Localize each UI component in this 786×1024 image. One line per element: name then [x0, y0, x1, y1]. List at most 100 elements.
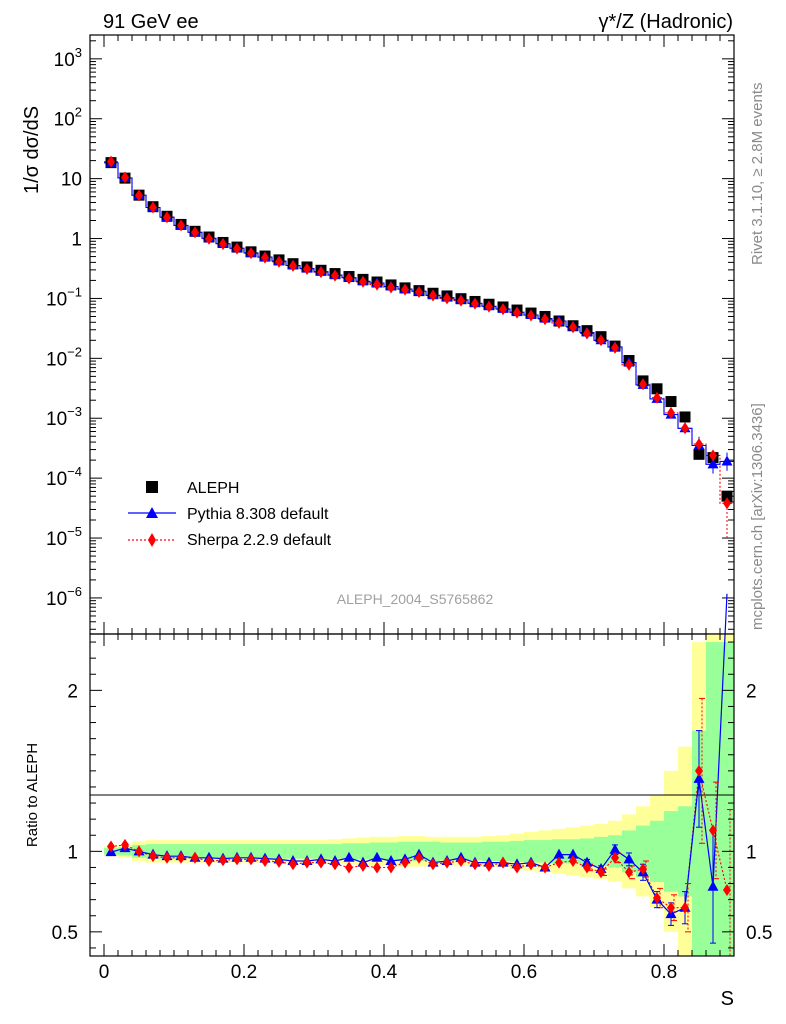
sherpa-main-point [527, 309, 535, 322]
rivet-version-label: Rivet 3.1.10, ≥ 2.8M events [749, 83, 766, 266]
sherpa-main-point [555, 316, 563, 329]
sherpa-ratio-point [163, 851, 171, 864]
sherpa-ratio-point [247, 853, 255, 866]
inner-uncertainty-band [272, 844, 286, 859]
inner-uncertainty-band [342, 843, 356, 860]
sherpa-main-point [415, 286, 423, 299]
inner-uncertainty-band [384, 842, 398, 861]
sherpa-main-point [681, 422, 689, 435]
legend-marker-pythia [146, 507, 158, 518]
sherpa-ratio-point [191, 851, 199, 864]
sherpa-main-point [499, 303, 507, 316]
sherpa-main-point [457, 294, 465, 307]
sherpa-ratio-point [303, 856, 311, 869]
sherpa-main-point [373, 278, 381, 291]
ratio-y-tick-label-left: 2 [67, 681, 78, 702]
sherpa-main-point [163, 211, 171, 224]
pythia-ratio-point [693, 772, 705, 783]
sherpa-ratio-point [681, 901, 689, 914]
sherpa-main-point [597, 334, 605, 347]
pythia-ratio-point [553, 848, 565, 859]
aleph-data-point [651, 383, 663, 395]
main-y-tick-label: 10−6 [46, 584, 82, 610]
sherpa-main-point [359, 275, 367, 288]
sherpa-main-point [135, 189, 143, 202]
mcplots-label: mcplots.cern.ch [arXiv:1306.3436] [749, 403, 766, 630]
sherpa-main-point [149, 201, 157, 214]
legend-marker-sherpa [148, 533, 156, 547]
sherpa-ratio-point [261, 855, 269, 868]
sherpa-main-point [639, 378, 647, 391]
ratio-x-tick-label: 0.8 [651, 962, 677, 983]
inner-uncertainty-band [636, 825, 650, 878]
inner-uncertainty-band [244, 844, 258, 859]
sherpa-ratio-point [401, 856, 409, 869]
sherpa-ratio-point [555, 856, 563, 869]
sherpa-ratio-point [107, 840, 115, 853]
sherpa-ratio-point [569, 855, 577, 868]
inner-uncertainty-band [426, 841, 440, 862]
sherpa-ratio-point [611, 851, 619, 864]
inner-uncertainty-band [202, 844, 216, 859]
sherpa-ratio-point [373, 861, 381, 874]
inner-uncertainty-band [650, 820, 664, 882]
pythia-main-point [721, 455, 733, 466]
ratio-tick-labels: 0 0.2 0.4 0.6 0.8 0.5 0.5 1 1 2 2 [52, 681, 773, 983]
aleph-data-point [693, 448, 705, 460]
sherpa-main-point [205, 232, 213, 245]
ratio-y-tick-label-right: 1 [746, 842, 757, 863]
aleph-data-point [721, 490, 733, 502]
sherpa-main-point [485, 300, 493, 313]
sherpa-main-point [261, 251, 269, 264]
sherpa-ratio-point [457, 855, 465, 868]
pythia-ratio-point [385, 855, 397, 866]
inner-uncertainty-band [314, 844, 328, 859]
sherpa-main-point [723, 497, 731, 510]
inner-uncertainty-band [580, 838, 594, 865]
sherpa-ratio-point [233, 853, 241, 866]
inner-uncertainty-band [538, 840, 552, 863]
sherpa-main-point [317, 266, 325, 279]
sherpa-ratio-point [527, 858, 535, 871]
sherpa-ratio-point [499, 856, 507, 869]
main-y-tick-label: 103 [54, 45, 82, 71]
main-y-tick-label: 10 [61, 170, 82, 191]
inner-uncertainty-band [482, 841, 496, 862]
main-y-tick-label: 1 [71, 230, 82, 251]
sherpa-main-point [541, 313, 549, 326]
pythia-ratio-point [623, 853, 635, 864]
sherpa-main-point [233, 242, 241, 255]
inner-uncertainty-band [524, 840, 538, 863]
inner-uncertainty-band [300, 844, 314, 859]
legend-label-aleph: ALEPH [187, 480, 239, 497]
inner-uncertainty-band [454, 842, 468, 861]
ratio-y-tick-label-right: 2 [746, 681, 757, 702]
sherpa-ratio-point [415, 851, 423, 864]
sherpa-ratio-point [485, 859, 493, 872]
legend-label-pythia: Pythia 8.308 default [187, 506, 329, 523]
ratio-y-tick-label-left: 0.5 [52, 923, 78, 944]
sherpa-ratio-point [709, 824, 717, 837]
main-data-series [104, 155, 734, 539]
main-y-tick-labels: 10−6 10−5 10−4 10−3 10−2 10−1 1 10 102 103 [46, 45, 82, 610]
ratio-x-tick-label: 0.6 [511, 962, 537, 983]
inner-uncertainty-band [664, 811, 678, 892]
inner-uncertainty-band [510, 840, 524, 862]
sherpa-ratio-point [653, 892, 661, 905]
sherpa-main-point [401, 283, 409, 296]
sherpa-main-point [289, 259, 297, 272]
ratio-x-tick-label: 0 [99, 962, 110, 983]
inner-uncertainty-band [440, 842, 454, 861]
inner-uncertainty-band [258, 844, 272, 859]
sherpa-ratio-point [471, 858, 479, 871]
sherpa-ratio-point [513, 861, 521, 874]
ratio-x-tick-label: 0.4 [371, 962, 398, 983]
main-y-tick-label: 10−2 [46, 344, 82, 370]
ratio-panel: 0 0.2 0.4 0.6 0.8 0.5 0.5 1 1 2 2 Ratio to ALEPH S [24, 593, 773, 1010]
sherpa-ratio-point [639, 863, 647, 876]
sherpa-main-point [275, 255, 283, 268]
inner-uncertainty-band [594, 836, 608, 866]
main-y-tick-label: 102 [54, 105, 82, 131]
sherpa-ratio-point [121, 838, 129, 851]
